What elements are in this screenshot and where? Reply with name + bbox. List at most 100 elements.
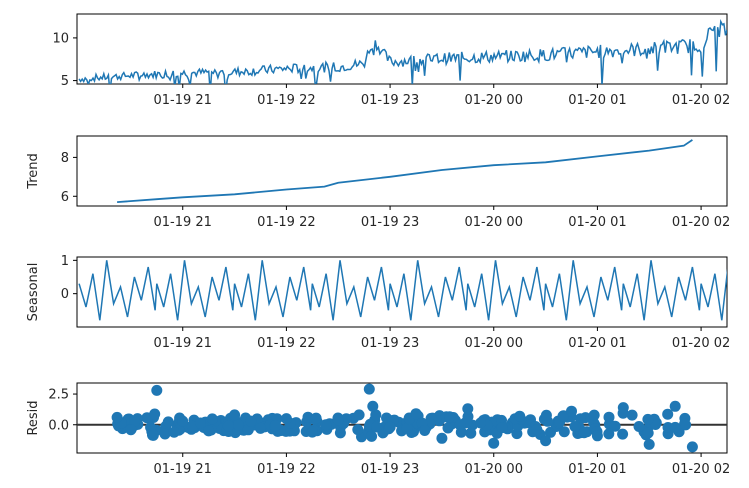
x-tick-label: 01-19 21 <box>154 215 212 230</box>
x-tick-label: 01-20 01 <box>568 215 626 230</box>
x-tick-label: 01-20 00 <box>465 462 523 477</box>
x-tick-label: 01-20 02 <box>672 336 730 351</box>
x-tick-label: 01-20 00 <box>465 336 523 351</box>
resid-point <box>245 415 257 427</box>
resid-point <box>280 413 292 425</box>
y-axis-label: Resid <box>26 400 41 435</box>
x-tick-label: 01-20 02 <box>672 462 730 477</box>
x-tick-label: 01-20 00 <box>465 215 523 230</box>
resid-point <box>384 421 396 433</box>
x-tick-label: 01-19 22 <box>257 336 315 351</box>
resid-point <box>462 403 474 415</box>
x-tick-label: 01-19 23 <box>361 462 419 477</box>
resid-point <box>569 421 581 432</box>
resid-point <box>162 416 174 428</box>
resid-point <box>242 424 254 436</box>
resid-point <box>603 428 615 440</box>
resid-point <box>232 419 244 431</box>
x-tick-label: 01-20 01 <box>568 336 626 351</box>
y-tick-label: 5 <box>61 74 69 89</box>
plot-frame-3 <box>76 256 728 328</box>
resid-point <box>531 424 543 436</box>
x-tick-label: 01-19 22 <box>257 462 315 477</box>
y-tick-label: 8 <box>61 151 69 166</box>
trend-series-line <box>117 139 693 203</box>
x-tick-label: 01-19 22 <box>257 93 315 108</box>
y-tick-label: 0 <box>61 287 69 302</box>
resid-point <box>669 400 681 412</box>
resid-point <box>203 425 215 437</box>
resid-point <box>410 408 422 420</box>
resid-point <box>332 414 344 426</box>
resid-point <box>159 428 171 440</box>
resid-point <box>371 421 383 433</box>
resid-point <box>306 426 318 438</box>
resid-point <box>111 411 123 423</box>
x-tick-label: 01-20 00 <box>465 93 523 108</box>
panel-3: 01-19 21 01-19 22 01-19 23 01-20 00 01-20 01… <box>26 254 730 351</box>
resid-point <box>643 438 655 450</box>
resid-point <box>442 422 454 434</box>
resid-point <box>609 420 621 432</box>
resid-point <box>366 430 378 442</box>
resid-point <box>436 432 448 444</box>
resid-point <box>353 409 365 421</box>
resid-point <box>575 413 586 425</box>
resid-point <box>662 408 674 420</box>
resid-point <box>177 415 189 427</box>
resid-point <box>633 421 645 432</box>
x-tick-label: 01-19 23 <box>361 336 419 351</box>
y-tick-label: 6 <box>61 190 69 205</box>
resid-point <box>488 437 500 449</box>
resid-point <box>310 412 322 424</box>
panel-2: 01-19 21 01-19 22 01-19 23 01-20 00 01-20 01… <box>26 135 730 230</box>
resid-point <box>558 426 570 438</box>
resid-point <box>168 426 180 438</box>
x-tick-label: 01-20 01 <box>568 93 626 108</box>
resid-point <box>367 400 379 412</box>
resid-point <box>588 409 600 421</box>
resid-point <box>206 413 218 425</box>
seasonal-series-line <box>78 260 727 321</box>
resid-point <box>465 427 477 439</box>
resid-point <box>320 419 332 431</box>
resid-point <box>514 410 526 422</box>
x-tick-label: 01-19 21 <box>154 462 212 477</box>
resid-point <box>255 422 266 434</box>
resid-point <box>229 409 241 421</box>
resid-point <box>686 441 698 453</box>
x-tick-label: 01-19 22 <box>257 215 315 230</box>
resid-point <box>302 411 314 423</box>
resid-point <box>540 409 552 421</box>
resid-point <box>149 408 161 420</box>
x-tick-label: 01-20 01 <box>568 462 626 477</box>
resid-point <box>363 383 375 395</box>
y-tick-label: 10 <box>52 31 69 46</box>
resid-point <box>642 427 654 439</box>
resid-point <box>419 425 431 436</box>
resid-point <box>352 424 364 436</box>
y-axis-label: Trend <box>26 153 41 190</box>
plot-frame-1 <box>76 13 728 85</box>
x-tick-label: 01-19 21 <box>154 93 212 108</box>
resid-point <box>270 420 282 431</box>
y-axis-label: Seasonal <box>26 263 41 322</box>
y-tick-label: 1 <box>61 254 69 269</box>
resid-point <box>475 417 487 429</box>
resid-point <box>129 415 141 427</box>
resid-point <box>151 384 163 396</box>
plot-frame-2 <box>76 135 728 207</box>
resid-point <box>626 409 638 421</box>
panel-1: 01-19 21 01-19 22 01-19 23 01-20 00 01-20 01… <box>52 13 730 108</box>
panel-4: 01-19 21 01-19 22 01-19 23 01-20 00 01-20 01… <box>26 382 730 477</box>
resid-point <box>617 402 629 414</box>
x-tick-label: 01-19 23 <box>361 93 419 108</box>
x-tick-label: 01-20 02 <box>672 215 730 230</box>
resid-point <box>125 424 137 436</box>
observed-series-line <box>78 18 727 84</box>
resid-point <box>566 405 577 417</box>
x-tick-label: 01-19 21 <box>154 336 212 351</box>
resid-point <box>578 427 590 439</box>
resid-point <box>222 420 234 432</box>
